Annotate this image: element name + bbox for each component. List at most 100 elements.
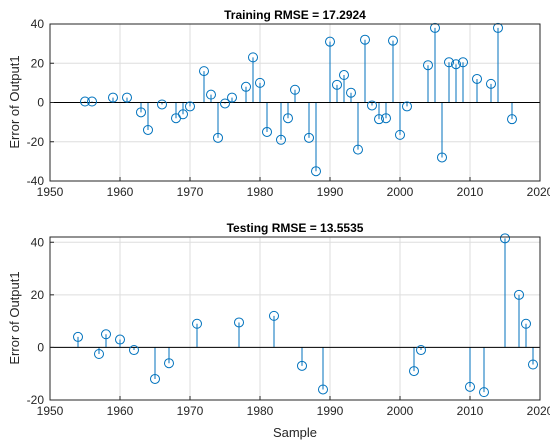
training-y-tick-label: 0 [37, 96, 44, 110]
training-stem-marker [346, 87, 356, 98]
training-stem-marker [213, 132, 223, 143]
training-stem-marker [248, 52, 258, 63]
testing-y-axis-label: Error of Output1 [7, 271, 22, 364]
testing-y-tick-label: -20 [27, 393, 45, 407]
training-x-tick-label: 1990 [317, 185, 344, 199]
testing-panel: 1950 1960 1970 1980 1990 2000 2010 2020 -20 0 20 4… [7, 221, 550, 440]
training-stem-marker [430, 22, 440, 33]
training-x-tick-label: 1970 [177, 185, 204, 199]
testing-stem-marker [318, 384, 328, 395]
testing-x-tick-label: 1960 [107, 404, 134, 418]
testing-stem-marker [115, 334, 125, 345]
training-stem-marker [283, 113, 293, 124]
training-stem-marker [206, 89, 216, 100]
training-stem-marker [311, 166, 321, 177]
training-stem-marker [143, 124, 153, 135]
training-stem-marker [276, 134, 286, 145]
testing-x-tick-label: 2020 [527, 404, 550, 418]
training-y-tick-label: 40 [31, 17, 45, 31]
testing-stem-marker [269, 310, 279, 321]
testing-stem-marker [297, 360, 307, 371]
testing-chart-title: Testing RMSE = 13.5535 [227, 221, 364, 235]
training-stem-marker [136, 107, 146, 118]
testing-axes-box [49, 236, 541, 401]
training-stem-marker [178, 109, 188, 120]
testing-stem-marker [234, 317, 244, 328]
training-y-tick-label: -20 [27, 135, 45, 149]
training-stem-marker [227, 92, 237, 103]
testing-x-tick-label: 1970 [177, 404, 204, 418]
training-stem-marker [437, 152, 447, 163]
training-x-tick-label: 2010 [457, 185, 484, 199]
testing-x-tick-labels: 1950 1960 1970 1980 1990 2000 2010 2020 [37, 404, 550, 418]
testing-stem-marker [514, 289, 524, 300]
testing-stem-marker [409, 366, 419, 377]
testing-markers [73, 233, 538, 398]
testing-x-tick-label: 1990 [317, 404, 344, 418]
training-y-axis-label: Error of Output1 [7, 55, 22, 148]
testing-y-tick-label: 40 [31, 235, 45, 249]
testing-plot-area [50, 237, 540, 400]
training-stem-marker [304, 132, 314, 143]
training-stem-marker [353, 144, 363, 155]
training-stem-marker [451, 59, 461, 70]
training-panel: 1950 1960 1970 1980 1990 2000 2010 2020 -40 -20 0… [7, 8, 550, 199]
testing-stem-marker [101, 329, 111, 340]
training-y-tick-labels: -40 -20 0 20 40 [27, 17, 45, 188]
training-stem-marker [122, 92, 132, 103]
training-stem-marker [290, 84, 300, 95]
training-x-tick-label: 1950 [37, 185, 64, 199]
testing-stem-marker [73, 331, 83, 342]
training-stem-marker [157, 99, 167, 110]
training-stem-marker [325, 36, 335, 47]
training-x-tick-label: 1960 [107, 185, 134, 199]
training-y-tick-label: -40 [27, 174, 45, 188]
testing-stem-marker [129, 345, 139, 356]
training-stem-marker [486, 78, 496, 89]
testing-stem-marker [500, 233, 510, 244]
testing-stem-marker [164, 358, 174, 369]
training-stem-marker [332, 79, 342, 90]
testing-x-tick-label: 1980 [247, 404, 274, 418]
testing-stem-marker [479, 387, 489, 398]
training-stem-marker [360, 34, 370, 45]
training-stem-marker [241, 81, 251, 92]
testing-stem-marker [528, 359, 538, 370]
testing-stem-marker [521, 318, 531, 329]
training-chart-title: Training RMSE = 17.2924 [224, 8, 366, 22]
training-markers [80, 22, 517, 177]
x-axis-label: Sample [273, 425, 317, 440]
training-stem-marker [374, 114, 384, 125]
training-stem-marker [458, 57, 468, 68]
training-stem-marker [493, 22, 503, 33]
training-stem-marker [367, 100, 377, 111]
training-stem-marker [388, 35, 398, 46]
testing-y-tick-labels: -20 0 20 40 [27, 235, 45, 407]
training-x-tick-label: 2000 [387, 185, 414, 199]
testing-y-tick-label: 20 [31, 288, 45, 302]
training-stem-marker [339, 70, 349, 81]
testing-stem-marker [192, 318, 202, 329]
training-x-tick-label: 2020 [527, 185, 550, 199]
training-stem-marker [87, 96, 97, 107]
testing-x-tick-label: 2000 [387, 404, 414, 418]
training-stem-marker [472, 73, 482, 84]
testing-y-tick-label: 0 [37, 340, 44, 354]
training-y-tick-label: 20 [31, 56, 45, 70]
training-stem-marker [262, 126, 272, 137]
training-x-tick-label: 1980 [247, 185, 274, 199]
training-stem-marker [395, 129, 405, 140]
testing-stem-marker [94, 348, 104, 359]
training-stem-marker [80, 96, 90, 107]
training-stem-marker [444, 57, 454, 68]
training-x-tick-labels: 1950 1960 1970 1980 1990 2000 2010 2020 [37, 185, 550, 199]
training-stem-marker [507, 114, 517, 125]
testing-x-tick-label: 1950 [37, 404, 64, 418]
testing-stem-marker [150, 373, 160, 384]
training-stem-marker [402, 101, 412, 112]
training-stem-marker [185, 101, 195, 112]
training-stem-marker [220, 98, 230, 109]
training-stem-marker [381, 113, 391, 124]
testing-stem-marker [416, 345, 426, 356]
